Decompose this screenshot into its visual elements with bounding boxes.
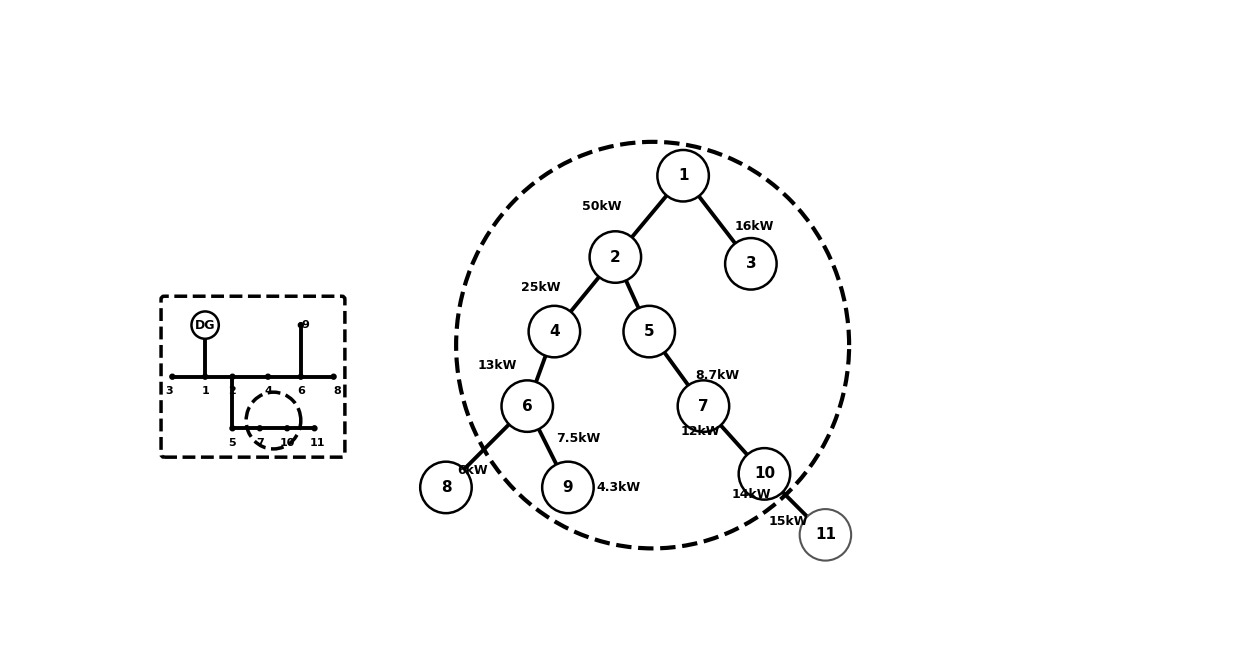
Circle shape — [203, 374, 208, 379]
Circle shape — [258, 426, 263, 431]
Text: DG: DG — [195, 319, 216, 332]
Text: 6: 6 — [522, 398, 533, 413]
Circle shape — [265, 374, 270, 379]
Text: 5: 5 — [644, 324, 654, 339]
Text: 50kW: 50kW — [582, 200, 622, 213]
Circle shape — [230, 426, 235, 431]
Circle shape — [738, 448, 790, 499]
Text: 9: 9 — [563, 480, 574, 495]
Text: 8: 8 — [333, 386, 341, 396]
Circle shape — [658, 150, 709, 201]
Text: 4.3kW: 4.3kW — [597, 481, 641, 494]
Circle shape — [678, 380, 730, 432]
Text: 10: 10 — [280, 437, 295, 448]
Text: 14kW: 14kW — [731, 488, 771, 501]
Circle shape — [725, 238, 777, 289]
Text: 7.5kW: 7.5kW — [556, 432, 600, 445]
Text: 3: 3 — [746, 256, 756, 271]
Circle shape — [543, 462, 593, 513]
Circle shape — [502, 380, 553, 432]
Circle shape — [312, 426, 317, 431]
Text: 1: 1 — [678, 168, 689, 183]
Circle shape — [799, 509, 851, 561]
Text: 11: 11 — [310, 437, 326, 448]
Text: 13kW: 13kW — [477, 359, 517, 372]
Circle shape — [285, 426, 290, 431]
Text: 25kW: 25kW — [522, 281, 560, 294]
Text: 4: 4 — [264, 386, 271, 396]
Text: 7: 7 — [698, 398, 709, 413]
Text: 7: 7 — [256, 437, 264, 448]
Text: 8: 8 — [441, 480, 451, 495]
Text: 4: 4 — [549, 324, 560, 339]
Text: 8.7kW: 8.7kW — [695, 369, 738, 382]
Text: 12kW: 12kW — [680, 425, 720, 438]
Circle shape — [420, 462, 472, 513]
Text: 6kW: 6kW — [457, 464, 488, 477]
Circle shape — [529, 306, 580, 357]
Text: 16kW: 16kW — [735, 220, 774, 233]
Circle shape — [299, 323, 304, 327]
Text: 15kW: 15kW — [768, 515, 808, 528]
Circle shape — [170, 374, 175, 379]
Text: 1: 1 — [201, 386, 209, 396]
Circle shape — [590, 231, 641, 283]
Text: 2: 2 — [610, 250, 621, 265]
Circle shape — [299, 374, 304, 379]
Text: 2: 2 — [228, 386, 237, 396]
Text: 11: 11 — [815, 527, 836, 542]
Text: 6: 6 — [297, 386, 305, 396]
Text: 10: 10 — [753, 466, 774, 481]
Circle shape — [331, 374, 336, 379]
Circle shape — [230, 374, 235, 379]
Text: 3: 3 — [165, 386, 173, 396]
Circle shape — [623, 306, 675, 357]
Text: 9: 9 — [301, 320, 309, 330]
Circle shape — [192, 312, 219, 339]
Text: 5: 5 — [229, 437, 237, 448]
